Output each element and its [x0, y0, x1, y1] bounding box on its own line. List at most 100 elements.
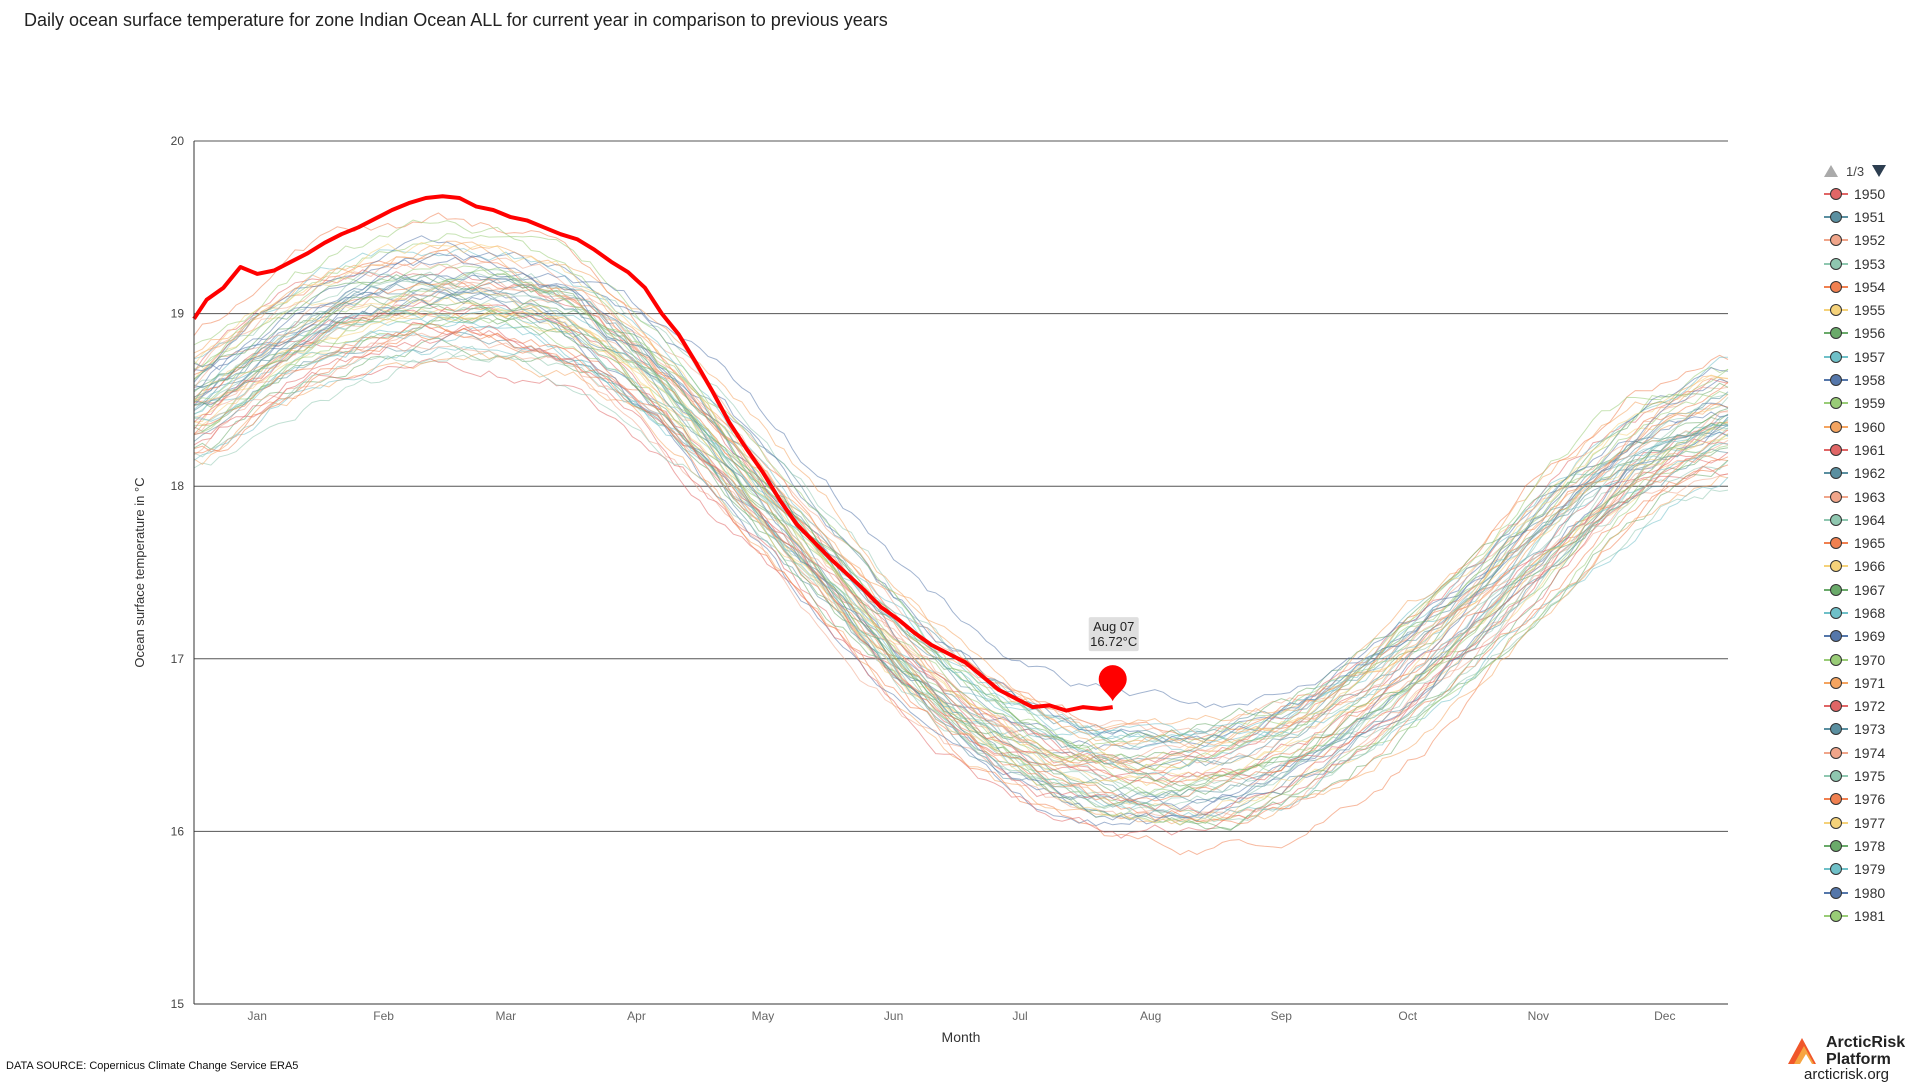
reference-year-line: [193, 292, 1729, 808]
legend-item-1972[interactable]: 1972: [1824, 695, 1920, 718]
legend-item-1977[interactable]: 1977: [1824, 811, 1920, 834]
legend-label: 1965: [1854, 535, 1886, 552]
legend-item-1974[interactable]: 1974: [1824, 741, 1920, 764]
legend-item-1950[interactable]: 1950: [1824, 182, 1920, 205]
legend-item-1962[interactable]: 1962: [1824, 462, 1920, 485]
legend-label: 1975: [1854, 768, 1886, 785]
legend-label: 1966: [1854, 558, 1886, 575]
x-tick-label: Jan: [248, 1009, 267, 1023]
reference-year-line: [193, 219, 1729, 750]
legend-label: 1961: [1854, 441, 1886, 458]
legend-label: 1979: [1854, 861, 1886, 878]
legend-label: 1950: [1854, 185, 1886, 202]
y-tick-label: 18: [171, 479, 185, 493]
reference-year-line: [193, 212, 1729, 772]
logo-url[interactable]: arcticrisk.org: [1804, 1066, 1890, 1083]
tooltip-value: 16.72°C: [1090, 634, 1137, 649]
legend-label: 1970: [1854, 651, 1886, 668]
legend-label: 1958: [1854, 372, 1886, 389]
x-tick-label: Dec: [1654, 1009, 1675, 1023]
reference-year-line: [193, 296, 1729, 784]
data-source-note: DATA SOURCE: Copernicus Climate Change S…: [6, 1060, 299, 1072]
legend-swatch-icon: [1824, 467, 1848, 480]
legend-item-1953[interactable]: 1953: [1824, 252, 1920, 275]
legend-item-1968[interactable]: 1968: [1824, 601, 1920, 624]
reference-year-line: [193, 292, 1729, 793]
legend-item-1956[interactable]: 1956: [1824, 322, 1920, 345]
legend-swatch-icon: [1824, 187, 1848, 200]
x-tick-label: Nov: [1528, 1009, 1549, 1023]
x-tick-label: Aug: [1140, 1009, 1161, 1023]
legend-item-1960[interactable]: 1960: [1824, 415, 1920, 438]
legend-item-1963[interactable]: 1963: [1824, 485, 1920, 508]
legend-label: 1977: [1854, 814, 1886, 831]
legend-item-1964[interactable]: 1964: [1824, 508, 1920, 531]
legend-item-1980[interactable]: 1980: [1824, 881, 1920, 904]
reference-year-line: [193, 283, 1729, 765]
reference-year-line: [193, 321, 1729, 839]
legend-swatch-icon: [1824, 443, 1848, 456]
legend-item-1954[interactable]: 1954: [1824, 275, 1920, 298]
legend-item-1951[interactable]: 1951: [1824, 205, 1920, 228]
x-tick-label: Feb: [373, 1009, 394, 1023]
legend-item-1970[interactable]: 1970: [1824, 648, 1920, 671]
y-tick-label: 17: [171, 652, 185, 666]
legend-label: 1960: [1854, 418, 1886, 435]
pager-down-icon[interactable]: [1872, 165, 1887, 177]
legend-item-1979[interactable]: 1979: [1824, 858, 1920, 881]
axes-layer: 15 16 17 18 19 20 Jan Feb Mar Apr May Jun Jul Aug Sep O…: [132, 134, 1728, 1045]
legend-swatch-icon: [1824, 770, 1848, 783]
legend-swatch-icon: [1824, 630, 1848, 643]
legend-label: 1956: [1854, 325, 1886, 342]
reference-year-line: [193, 282, 1729, 797]
x-tick-label: Jul: [1012, 1009, 1027, 1023]
legend-item-1981[interactable]: 1981: [1824, 904, 1920, 927]
legend-items: 1950 1951 1952 1953 1954 1955 1956 1957 1958 1959…: [1824, 182, 1920, 928]
legend-item-1961[interactable]: 1961: [1824, 438, 1920, 461]
legend-item-1957[interactable]: 1957: [1824, 345, 1920, 368]
legend-swatch-icon: [1824, 606, 1848, 619]
legend-swatch-icon: [1824, 560, 1848, 573]
legend-label: 1955: [1854, 302, 1886, 319]
legend-item-1965[interactable]: 1965: [1824, 531, 1920, 554]
legend-item-1971[interactable]: 1971: [1824, 671, 1920, 694]
legend-item-1952[interactable]: 1952: [1824, 229, 1920, 252]
legend-item-1978[interactable]: 1978: [1824, 834, 1920, 857]
legend: 1/3 1950 1951 1952 1953 1954 1955 1956 1957 1958…: [1824, 160, 1920, 928]
legend-item-1967[interactable]: 1967: [1824, 578, 1920, 601]
current-value-pin-icon[interactable]: [1098, 665, 1127, 702]
reference-year-line: [193, 267, 1729, 764]
legend-label: 1976: [1854, 791, 1886, 808]
current-year-layer: [192, 194, 1113, 713]
reference-lines-layer: [193, 212, 1729, 856]
legend-item-1955[interactable]: 1955: [1824, 298, 1920, 321]
legend-item-1966[interactable]: 1966: [1824, 555, 1920, 578]
logo-name-line1: ArcticRisk: [1826, 1034, 1906, 1051]
legend-label: 1980: [1854, 884, 1886, 901]
legend-swatch-icon: [1824, 653, 1848, 666]
legend-item-1958[interactable]: 1958: [1824, 368, 1920, 391]
y-tick-label: 16: [171, 824, 185, 838]
logo-mark-icon: [1788, 1038, 1816, 1064]
legend-swatch-icon: [1824, 210, 1848, 223]
reference-year-line: [193, 252, 1729, 708]
legend-item-1975[interactable]: 1975: [1824, 764, 1920, 787]
legend-item-1959[interactable]: 1959: [1824, 392, 1920, 415]
legend-item-1973[interactable]: 1973: [1824, 718, 1920, 741]
legend-item-1976[interactable]: 1976: [1824, 788, 1920, 811]
reference-year-line: [193, 263, 1729, 771]
legend-swatch-icon: [1824, 746, 1848, 759]
legend-swatch-icon: [1824, 513, 1848, 526]
legend-swatch-icon: [1824, 816, 1848, 829]
legend-item-1969[interactable]: 1969: [1824, 625, 1920, 648]
reference-year-line: [193, 322, 1729, 856]
legend-label: 1959: [1854, 395, 1886, 412]
legend-swatch-icon: [1824, 350, 1848, 363]
arcticrisk-logo[interactable]: ArcticRisk Platform arcticrisk.org: [1786, 1032, 1916, 1083]
legend-swatch-icon: [1824, 490, 1848, 503]
pager-up-icon[interactable]: [1824, 165, 1838, 177]
legend-swatch-icon: [1824, 583, 1848, 596]
legend-label: 1978: [1854, 837, 1886, 854]
